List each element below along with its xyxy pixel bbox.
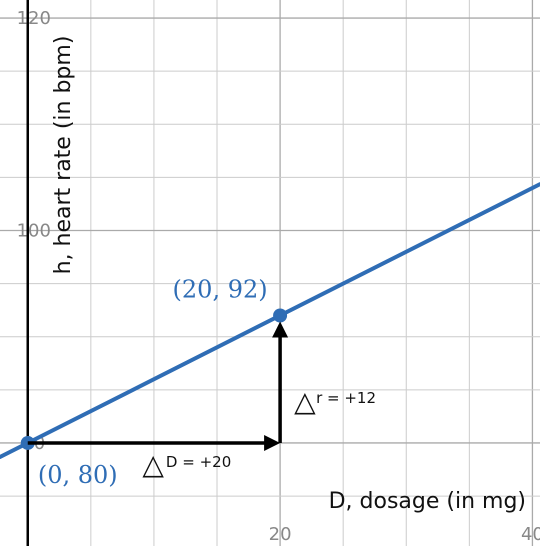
x-tick-label: 40 xyxy=(521,524,540,545)
series-line xyxy=(0,182,540,459)
delta-symbol: △ xyxy=(294,385,316,418)
arrow-head-vertical xyxy=(272,321,289,338)
point-label: (20, 92) xyxy=(173,275,268,303)
delta-d-label: D = +20 xyxy=(166,453,231,471)
series xyxy=(0,182,540,459)
annotation-labels: △ D = +20△ r = +12(0, 80)(20, 92) xyxy=(38,275,376,488)
x-tick-label: 20 xyxy=(269,524,292,545)
delta-r-label: r = +12 xyxy=(316,389,376,407)
y-axis-label: h, heart rate (in bpm) xyxy=(51,36,76,275)
delta-symbol: △ xyxy=(142,448,164,481)
x-axis-label: D, dosage (in mg) xyxy=(329,489,526,514)
arrow-head-horizontal xyxy=(264,434,281,451)
y-tick-label: 100 xyxy=(17,221,51,242)
change-arrows xyxy=(27,321,289,451)
data-point xyxy=(273,308,288,323)
point-label: (0, 80) xyxy=(38,461,118,489)
y-tick-label: 120 xyxy=(17,8,51,29)
